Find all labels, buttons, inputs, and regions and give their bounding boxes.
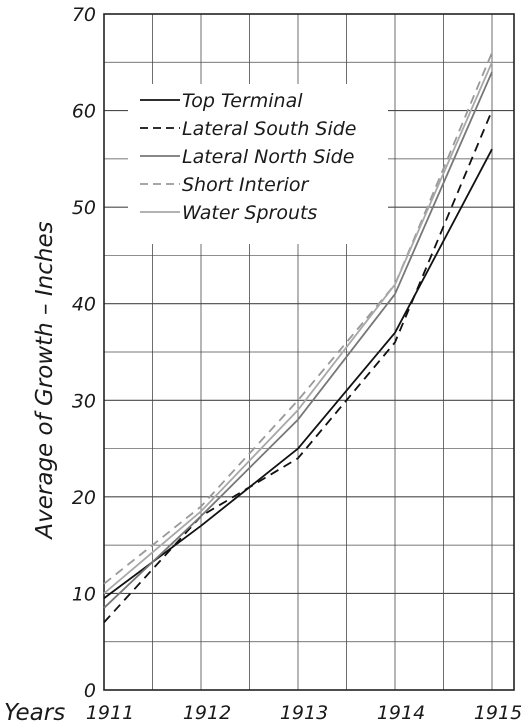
x-tick-label: 1914	[377, 702, 425, 724]
y-tick-label: 50	[72, 197, 96, 219]
legend-background	[128, 84, 388, 244]
y-tick-label: 20	[72, 487, 96, 509]
legend-label: Lateral North Side	[182, 146, 354, 168]
series-line-3	[103, 52, 493, 585]
y-tick-labels: 0 10 20 30 40 50 60 70	[72, 4, 96, 702]
x-tick-label: 1912	[183, 702, 231, 724]
x-axis-label: Years	[4, 700, 65, 725]
y-tick-label: 30	[72, 390, 96, 412]
x-tick-label: 1911	[86, 702, 134, 724]
legend-label: Lateral South Side	[182, 118, 357, 140]
legend-label: Short Interior	[182, 174, 310, 196]
series-line-4	[103, 61, 493, 595]
y-tick-label: 40	[72, 294, 96, 316]
plot-frame	[103, 13, 515, 691]
legend: Top Terminal Lateral South Side Lateral No…	[128, 84, 388, 244]
series-line-2	[103, 71, 493, 609]
y-tick-label: 10	[72, 583, 96, 605]
series-line-0	[103, 148, 493, 599]
x-tick-labels: 1911 1912 1913 1914 1915	[86, 702, 522, 724]
y-tick-label: 70	[72, 4, 96, 26]
x-tick-label: 1915	[474, 702, 522, 724]
series-line-1	[103, 110, 493, 624]
x-tick-label: 1913	[280, 702, 328, 724]
legend-label: Top Terminal	[182, 90, 303, 112]
y-axis-label: Average of Growth – Inches	[32, 221, 58, 540]
y-tick-label: 60	[72, 101, 96, 123]
series-lines	[103, 52, 493, 624]
legend-label: Water Sprouts	[182, 202, 317, 224]
y-tick-label: 0	[84, 680, 96, 702]
